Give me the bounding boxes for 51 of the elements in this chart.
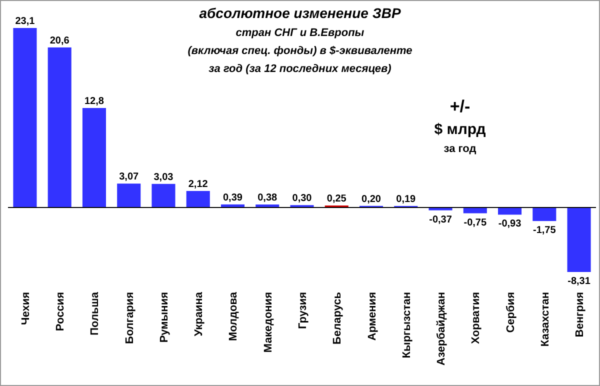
x-tick-label: Казахстан — [539, 292, 552, 347]
bar — [463, 207, 487, 214]
data-label: -8,31 — [568, 276, 591, 287]
bar — [186, 190, 210, 208]
data-label: 3,03 — [154, 172, 174, 183]
x-tick-label: Румыния — [158, 292, 170, 343]
bar — [498, 207, 522, 215]
x-tick-label: Кыргызстан — [400, 292, 413, 358]
annotation: +/- — [450, 97, 470, 116]
data-label: 0,38 — [258, 192, 278, 204]
annotation: за год (за 12 последних месяцев) — [208, 63, 392, 75]
x-tick-label: Сербия — [504, 292, 517, 333]
x-tick-label: Россия — [54, 292, 67, 332]
x-tick-label: Армения — [366, 292, 378, 341]
bar — [152, 184, 176, 208]
data-label: 0,19 — [396, 194, 416, 205]
x-tick-label: Грузия — [297, 292, 309, 330]
bar — [82, 108, 106, 208]
data-label: -1,75 — [533, 225, 556, 236]
annotation: $ млрд — [434, 121, 486, 138]
x-tick-label: Азербайджан — [436, 292, 448, 366]
data-label: 0,20 — [362, 194, 382, 205]
x-tick-label: Польша — [89, 291, 102, 336]
bar — [117, 184, 141, 208]
x-tick-label: Беларусь — [332, 292, 344, 344]
bar — [567, 207, 591, 272]
data-label: 3,07 — [119, 172, 140, 183]
data-label: 20,6 — [50, 35, 70, 46]
data-label: 0,39 — [223, 192, 243, 204]
data-label: 12,8 — [84, 96, 104, 108]
data-label: -0,93 — [498, 218, 522, 230]
x-tick-label: Болгария — [124, 292, 136, 344]
bar — [48, 47, 72, 208]
x-tick-label: Македония — [262, 292, 274, 353]
data-label: -0,37 — [429, 214, 452, 226]
data-label: 23,1 — [15, 16, 36, 27]
bar — [532, 207, 556, 222]
data-label: 0,25 — [326, 194, 347, 205]
data-label: -0,75 — [464, 217, 487, 228]
bar — [13, 28, 37, 208]
chart-subtitle: стран СНГ и В.Европы — [236, 27, 365, 39]
data-label: 2,12 — [188, 178, 208, 190]
x-tick-label: Чехия — [20, 292, 32, 325]
x-tick-label: Хорватия — [470, 292, 482, 344]
x-tick-label: Молдова — [228, 291, 240, 342]
annotation: (включая спец. фонды) в $-эквиваленте — [188, 45, 412, 57]
x-tick-label: Украина — [193, 291, 206, 336]
annotation: за год — [444, 143, 476, 155]
chart-title: абсолютное изменение ЗВР — [199, 5, 402, 21]
x-tick-label: Венгрия — [574, 292, 586, 338]
data-label: 0,30 — [292, 193, 312, 204]
